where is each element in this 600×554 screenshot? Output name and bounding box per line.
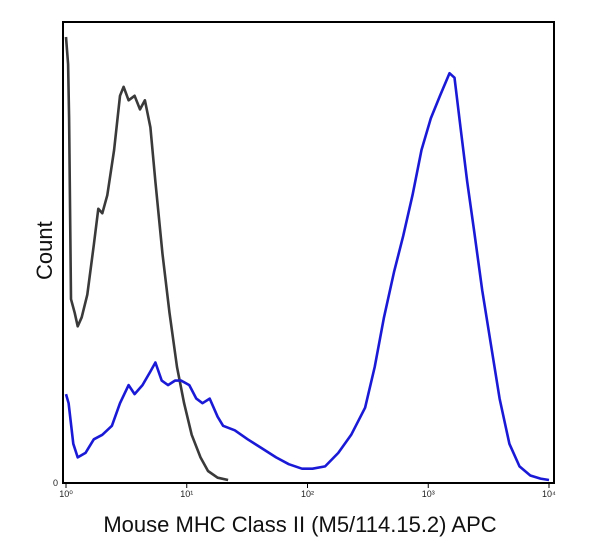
x-tick-label: 10³: [422, 489, 435, 499]
series-line-2: [64, 71, 550, 482]
x-axis-label: Mouse MHC Class II (M5/114.15.2) APC: [103, 512, 497, 537]
plot-frame: [62, 21, 555, 484]
x-tick-label: 10¹: [180, 489, 193, 499]
x-tick-label: 10²: [301, 489, 314, 499]
x-tick-label: 10⁴: [542, 489, 556, 499]
y-axis-label: Count: [32, 221, 57, 280]
y-tick-label: 0: [53, 478, 59, 488]
series-line-1: [64, 36, 229, 482]
x-tick-label: 10⁰: [59, 489, 73, 499]
